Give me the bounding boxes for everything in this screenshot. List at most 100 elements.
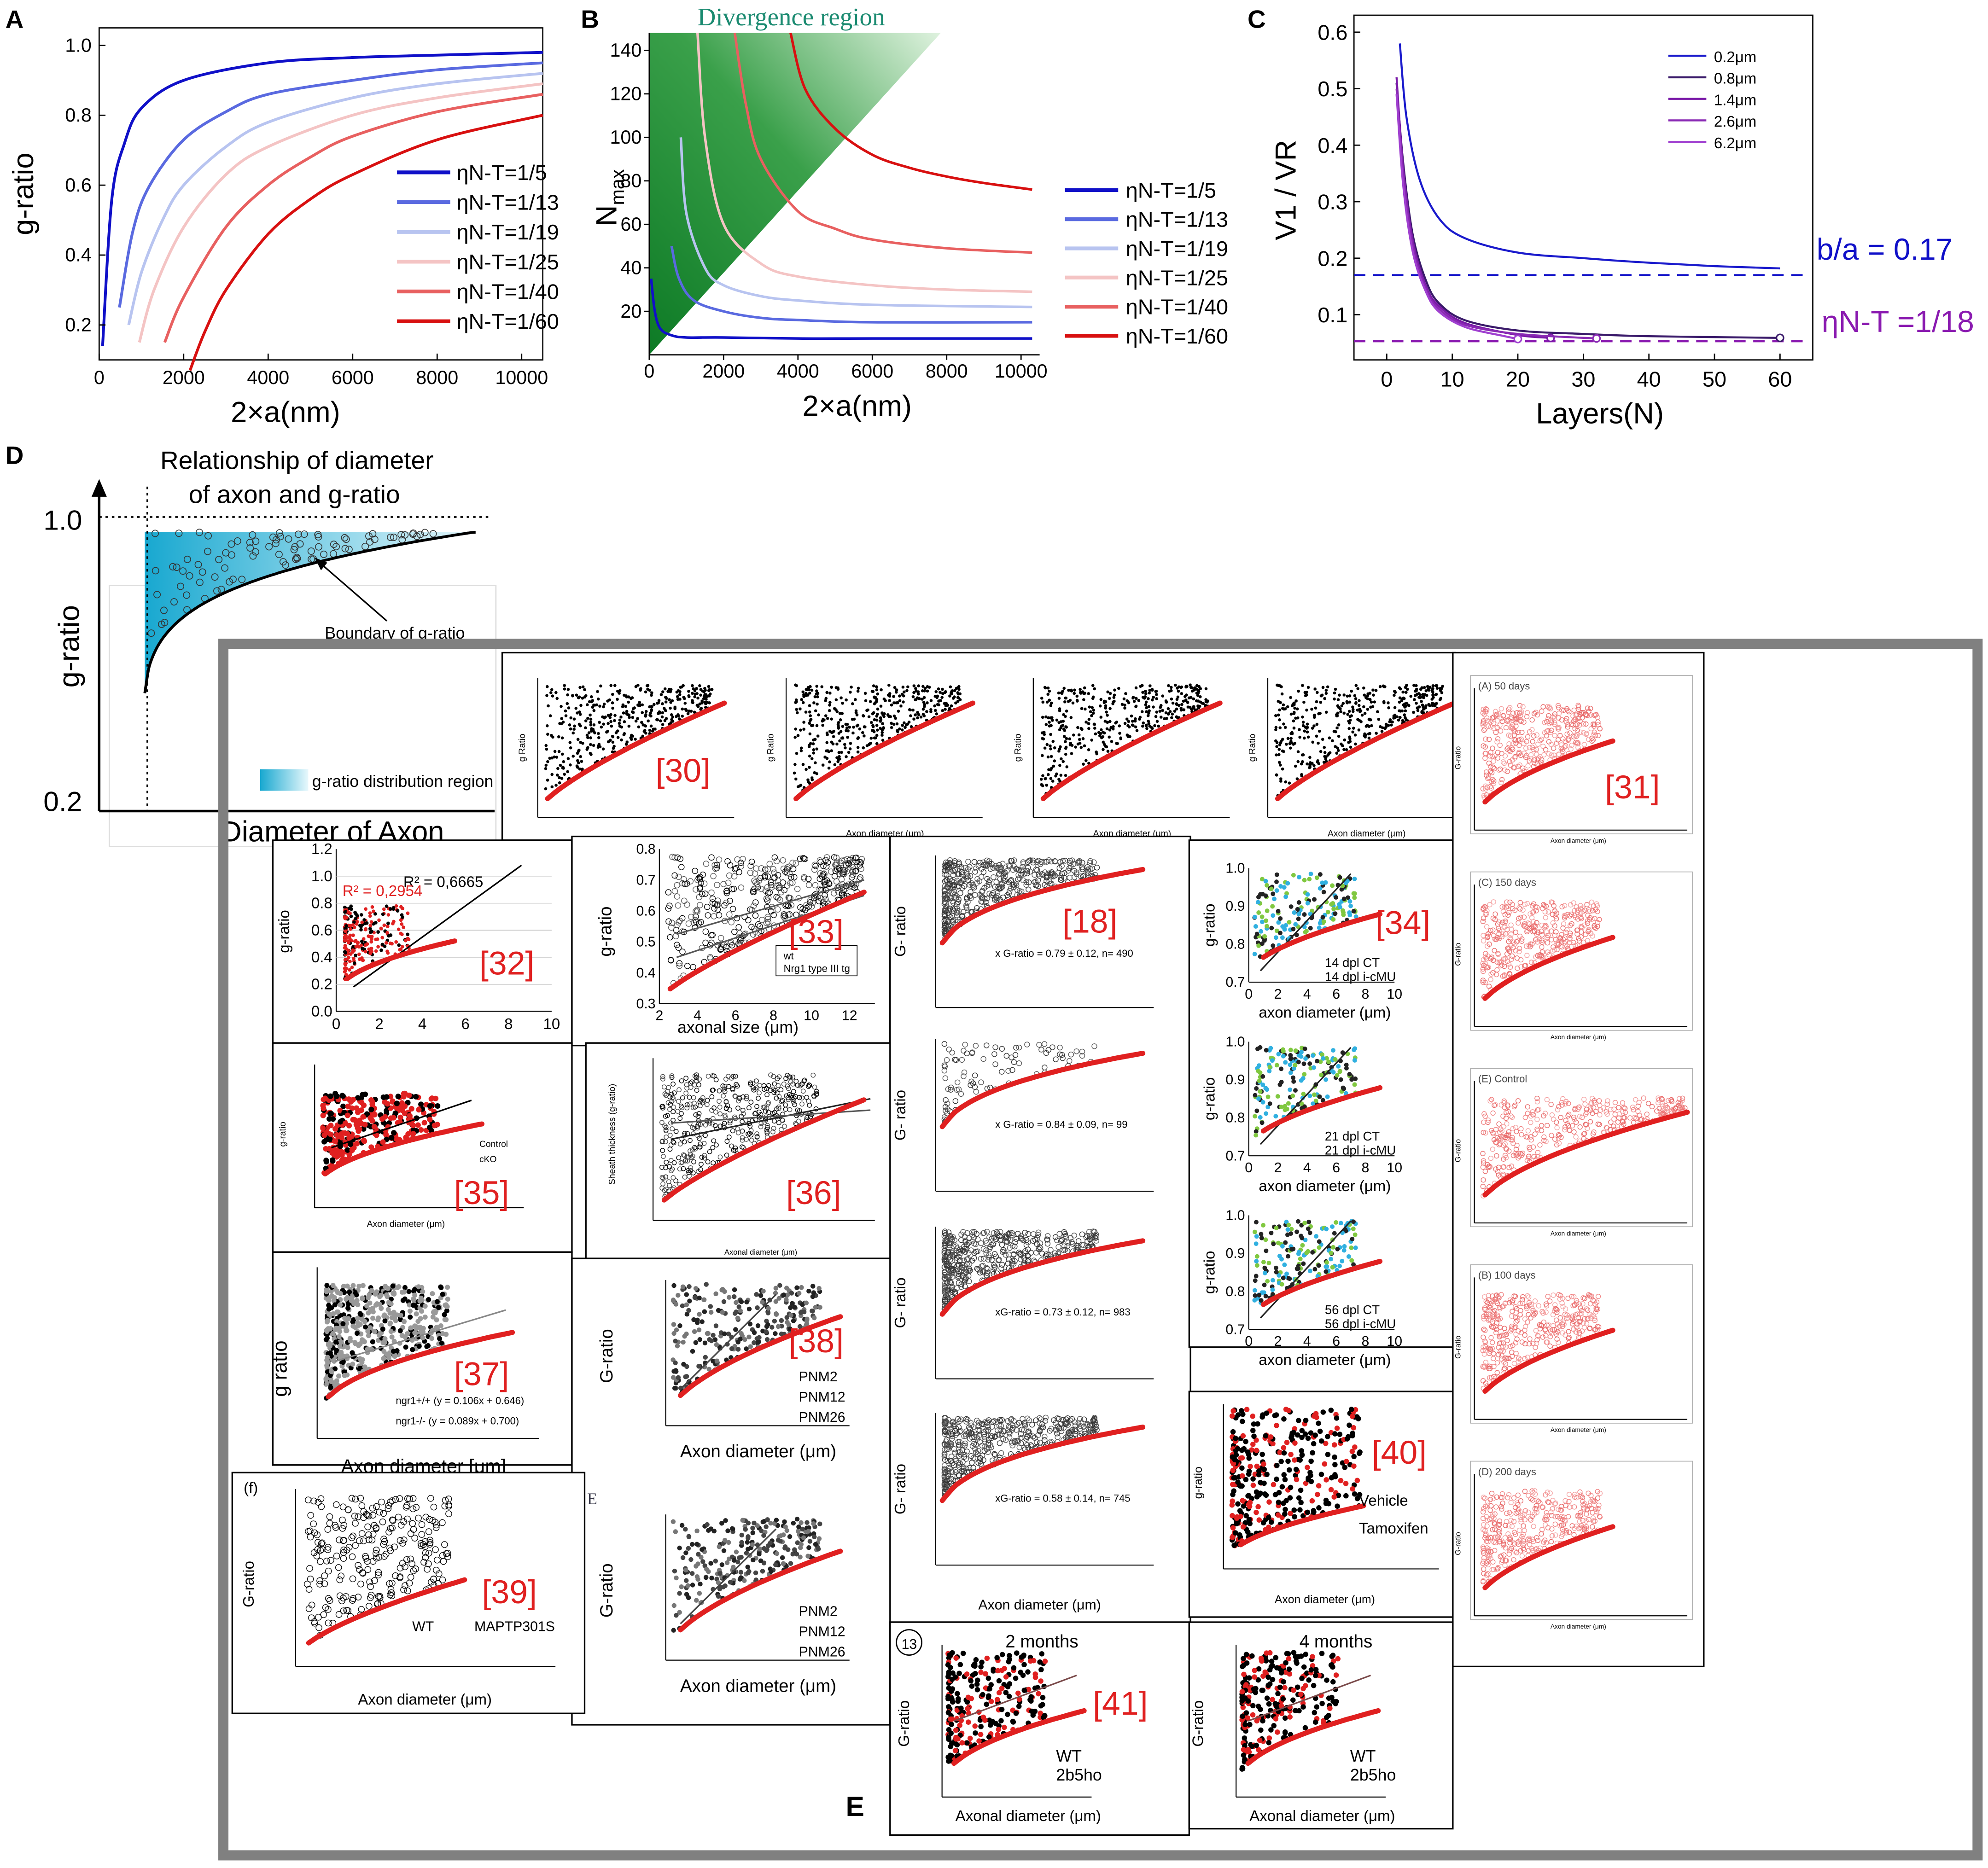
subplot-point (1082, 698, 1085, 701)
subplot-point (1507, 759, 1512, 765)
subplot-point (894, 716, 897, 720)
subplot-point (1532, 928, 1538, 934)
subplot-point (1592, 733, 1598, 739)
subplot-point (1113, 699, 1116, 703)
subplot-point (1533, 908, 1539, 914)
subplot-point (1485, 718, 1490, 723)
subplot-point (1511, 765, 1517, 771)
subplot-point (816, 692, 820, 695)
subplot-point (624, 743, 628, 746)
subplot-point (809, 717, 813, 721)
subplot-point (1431, 687, 1434, 690)
subplot-point (1046, 773, 1050, 776)
subplot-point (1505, 912, 1511, 918)
subplot-point (365, 921, 369, 925)
subplot-point (553, 750, 557, 753)
subplot-point (669, 706, 672, 710)
c-ytick-label: 0.1 (1318, 303, 1347, 327)
subplot-point (578, 767, 582, 771)
subplot-point (545, 685, 549, 688)
subplot-point (808, 691, 811, 695)
panel-d-label: D (6, 441, 24, 469)
subplot-point (1403, 713, 1406, 716)
subplot-point (1483, 910, 1489, 916)
subplot-point (630, 696, 634, 699)
subplot-point (1633, 1097, 1638, 1103)
subplot-point (1494, 725, 1500, 730)
subplot-point (1571, 900, 1576, 906)
subplot-point (801, 762, 805, 766)
subplot-point (592, 744, 595, 747)
subplot-point (1064, 774, 1067, 777)
subplot-ytick: 0.0 (311, 1002, 332, 1019)
subplot-point (1177, 689, 1180, 693)
subplot-point (1589, 735, 1595, 741)
d-data-circle (169, 563, 177, 570)
subplot-point (1422, 696, 1426, 699)
subplot-point (793, 771, 796, 775)
subplot-point (943, 691, 947, 694)
subplot-point (1585, 913, 1591, 918)
scatter-subplot (1474, 885, 1688, 1027)
subplot-point (1524, 929, 1530, 935)
subplot-point (658, 711, 662, 715)
subplot-point (1590, 1111, 1595, 1116)
subplot-point (1427, 687, 1430, 691)
subplot-point (1546, 751, 1552, 757)
b-curve-2 (670, 245, 1032, 324)
subplot-point (1633, 1115, 1639, 1121)
subplot-point (684, 708, 688, 711)
subplot-point (1284, 780, 1288, 784)
subplot-point (1041, 700, 1045, 704)
subplot-point (1387, 706, 1390, 710)
subplot-point (1067, 688, 1070, 692)
subplot-point (1347, 721, 1351, 725)
b-ytick-label: 100 (610, 127, 641, 148)
subplot-point (1588, 1101, 1594, 1107)
subplot-point (1585, 705, 1591, 711)
subplot-point (916, 690, 920, 693)
subplot-point (560, 736, 564, 740)
subplot-point (1146, 714, 1150, 717)
subplot-point (346, 910, 350, 914)
subplot-point (1092, 709, 1096, 712)
subplot-point (354, 954, 357, 957)
subplot-point (957, 696, 961, 700)
d-data-circle (177, 582, 185, 590)
subplot-point (1517, 906, 1523, 912)
subplot-point (561, 765, 565, 769)
subplot-ylabel: g-ratio (275, 910, 292, 953)
subplot-point (1541, 1113, 1546, 1119)
subplot-point (1144, 690, 1147, 693)
subplot-point (1387, 701, 1390, 704)
subplot-point (1346, 694, 1349, 698)
subplot-point (1393, 706, 1397, 710)
subplot-point (1290, 732, 1294, 735)
subplot-point (808, 732, 812, 736)
subplot-point (845, 755, 848, 758)
subplot-point (1397, 718, 1400, 722)
subplot-point (1554, 1125, 1560, 1130)
subplot-point (1483, 786, 1488, 791)
subplot-point (1499, 904, 1505, 910)
subplot-point (1045, 700, 1049, 704)
subplot-point (1288, 781, 1291, 785)
subplot-point (1528, 752, 1534, 757)
subplot-title: (A) 50 days (1478, 680, 1530, 692)
subplot-point (1288, 746, 1292, 750)
subplot-point (1051, 719, 1054, 722)
subplot-point (1150, 698, 1154, 702)
subplot-point (1147, 697, 1150, 700)
subplot-point (1131, 720, 1134, 723)
subplot-point (1513, 930, 1519, 935)
subplot-point (1519, 936, 1525, 942)
d-data-circle (387, 534, 395, 541)
subplot-point (1346, 713, 1349, 716)
subplot-point (620, 738, 623, 742)
subplot-point (569, 746, 572, 750)
scatter-subplot (786, 678, 983, 818)
subplot-point (903, 690, 906, 694)
subplot-point (601, 715, 604, 719)
subplot-point (1126, 724, 1130, 727)
subplot-point (369, 947, 373, 950)
